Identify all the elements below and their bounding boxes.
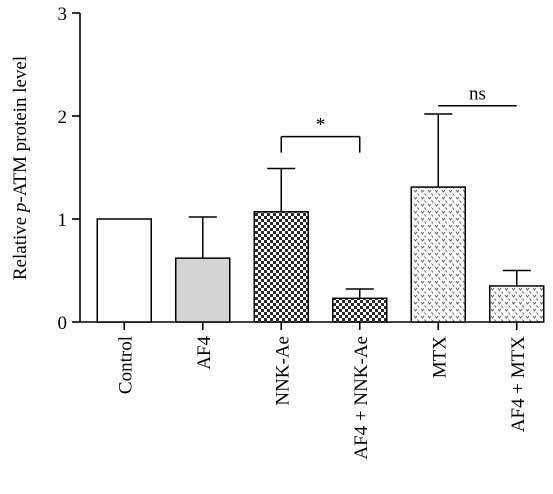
bar xyxy=(253,211,309,323)
y-tick-label: 3 xyxy=(58,4,68,25)
x-category-label: MTX xyxy=(429,336,450,379)
y-tick-label: 2 xyxy=(58,107,68,128)
y-axis-title: Relative p-ATM protein level xyxy=(10,56,31,280)
y-axis-title-suffix: -ATM protein level xyxy=(10,56,31,203)
bar xyxy=(410,186,466,323)
y-axis: 0 1 2 3 xyxy=(58,4,81,334)
error-bars xyxy=(188,113,531,299)
y-axis-title-prefix: Relative xyxy=(10,212,31,280)
significance-annotations: * ns xyxy=(280,84,517,153)
significance-label: * xyxy=(316,115,326,136)
bar xyxy=(96,218,152,323)
significance-label: ns xyxy=(469,84,486,105)
x-category-label: Control xyxy=(115,336,136,394)
bar xyxy=(175,257,231,323)
x-axis: Control AF4 NNK-Ae AF4 + NNK-Ae MTX AF4 + MTX xyxy=(80,321,540,460)
bar xyxy=(332,297,388,323)
bars xyxy=(96,186,545,323)
x-category-label: AF4 + NNK-Ae xyxy=(351,336,372,460)
x-category-label: NNK-Ae xyxy=(272,336,293,406)
x-category-label: AF4 xyxy=(194,336,215,370)
y-axis-title-italic: p xyxy=(10,203,31,215)
x-category-label: AF4 + MTX xyxy=(508,336,529,433)
bar xyxy=(489,285,545,323)
y-tick-label: 1 xyxy=(58,210,68,231)
y-tick-label: 0 xyxy=(58,313,68,334)
